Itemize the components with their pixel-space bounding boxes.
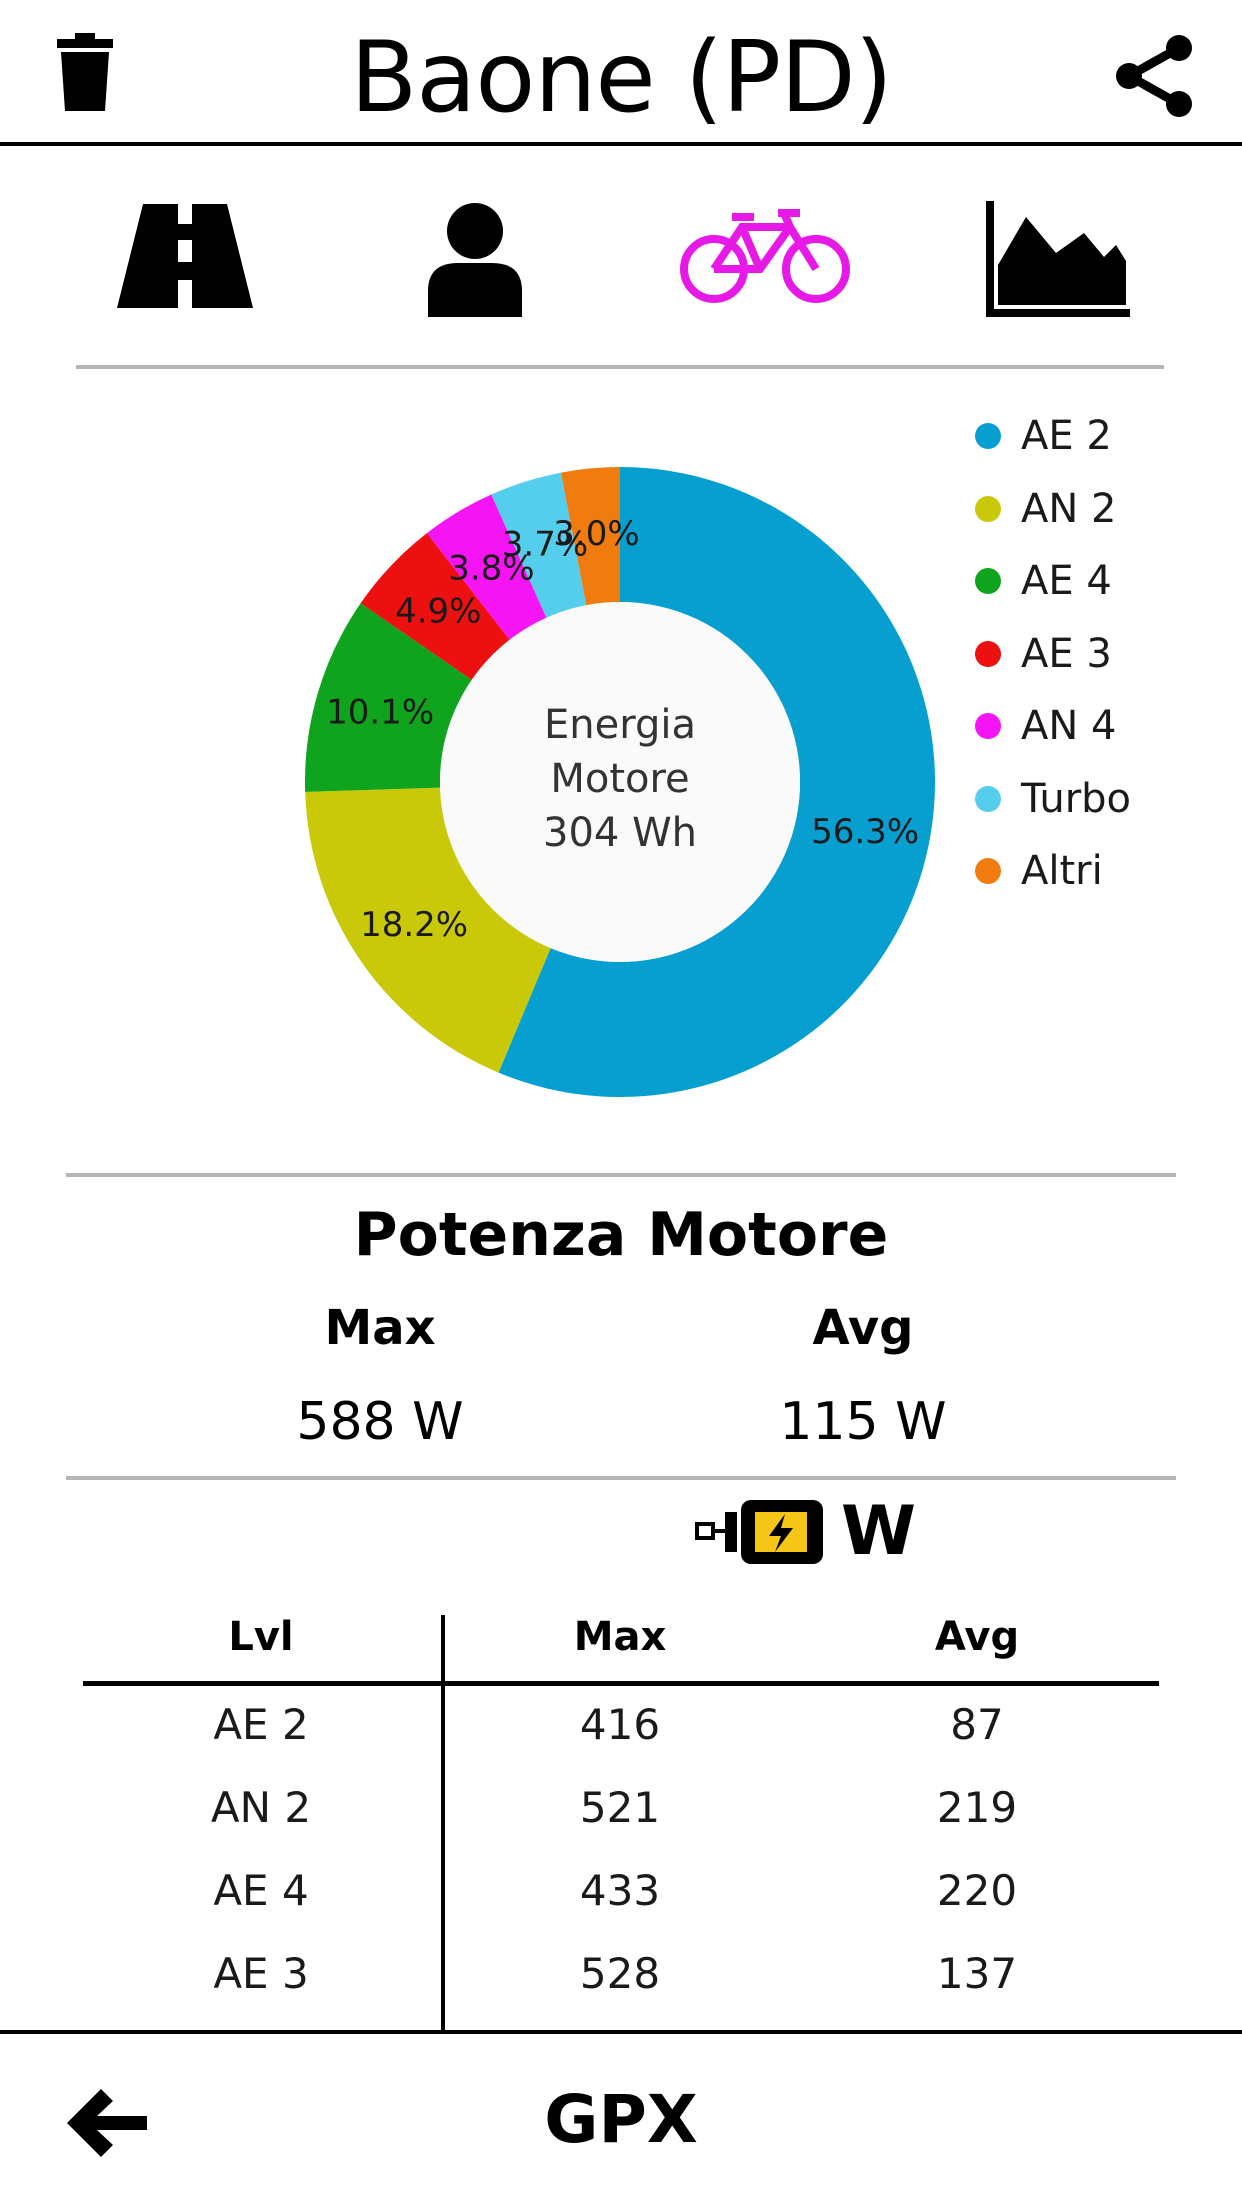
power-title: Potenza Motore [353,1200,889,1270]
delete-button[interactable] [50,28,120,118]
motor-battery-icon [695,1500,823,1564]
legend-label: AN 4 [1021,703,1117,750]
legend-item: Turbo [975,763,1131,836]
legend-label: AE 3 [1021,630,1112,677]
avg-power-value: 115 W [779,1392,947,1452]
legend-item: AN 2 [975,473,1131,546]
table-header-underline [83,1681,1159,1686]
tab-bike[interactable] [675,202,855,312]
trash-icon [57,33,113,111]
table-header-avg: Avg [934,1614,1020,1660]
legend-color-dot [975,640,1001,667]
legend-item: AE 3 [975,618,1131,691]
table-cell-lvl: AE 4 [213,1866,309,1915]
max-label: Max [324,1300,436,1356]
legend-item: AN 4 [975,690,1131,763]
page-title: Baone (PD) [350,21,893,135]
table-cell-avg: 137 [936,1949,1018,1998]
power-unit: W [841,1492,917,1571]
table-cell-max: 528 [579,1949,661,1998]
donut-slice-an-2 [305,787,551,1073]
table-column-divider [441,1615,445,2033]
donut-hole [440,602,800,962]
slice-percent-label: 10.1% [326,692,434,732]
legend-color-dot [975,568,1001,595]
slice-percent-label: 3.8% [448,549,534,589]
slice-percent-label: 56.3% [811,812,919,852]
slice-percent-label: 3.7% [502,525,588,565]
table-cell-avg: 219 [936,1783,1018,1832]
share-icon [1116,34,1192,117]
legend-label: AE 2 [1021,413,1112,460]
table-cell-avg: 220 [936,1866,1018,1915]
legend-item: AE 2 [975,400,1131,473]
legend-label: AE 4 [1021,558,1112,605]
tabs-divider [76,365,1164,369]
donut-slice-ae-2 [498,467,935,1097]
table-cell-avg: 87 [950,1700,1004,1749]
legend-color-dot [975,495,1001,522]
power-divider [66,1476,1176,1480]
donut-center-line-2: Motore [550,756,689,802]
share-button[interactable] [1105,28,1205,123]
tab-route[interactable] [110,198,260,318]
donut-slice-ae-4 [305,603,472,792]
table-cell-lvl: AE 2 [213,1700,309,1749]
tab-elevation[interactable] [975,198,1135,320]
donut-slice-turbo [491,472,587,618]
table-header-lvl: Lvl [228,1614,294,1660]
legend-label: Turbo [1021,775,1132,822]
legend-label: AN 2 [1021,485,1117,532]
table-header-max: Max [573,1614,667,1660]
back-button[interactable] [55,2080,155,2165]
max-power-value: 588 W [296,1392,464,1452]
energy-donut-chart: Energia Motore 304 Wh 56.3% 18.2% 10.1% 4.9… [305,467,935,1097]
legend-label: Altri [1021,848,1103,895]
legend-item: Altri [975,835,1131,908]
table-cell-lvl: AN 2 [210,1783,312,1832]
road-icon [117,204,253,308]
slice-percent-label: 4.9% [395,591,481,631]
donut-slice-ae-3 [360,533,510,680]
motor-unit-heading: W [695,1492,916,1572]
legend-color-dot [975,858,1001,885]
user-icon [428,202,522,317]
legend-item: AE 4 [975,545,1131,618]
avg-label: Avg [812,1300,914,1356]
table-cell-max: 521 [579,1783,661,1832]
area-chart-icon [986,201,1130,317]
header-divider [0,142,1242,146]
arrow-left-icon [67,2088,147,2157]
chart-legend: AE 2 AN 2 AE 4 AE 3 AN 4 Turbo Altri [975,400,1131,908]
table-cell-max: 433 [579,1866,661,1915]
donut-slice-an-4 [426,494,547,640]
donut-center-line-3: 304 Wh [543,810,697,856]
slice-percent-label: 18.2% [360,905,468,945]
table-cell-max: 416 [579,1700,661,1749]
footer-divider [0,2030,1242,2034]
chart-divider [66,1173,1176,1177]
legend-color-dot [975,713,1001,740]
legend-color-dot [975,785,1001,812]
tab-rider[interactable] [410,196,540,321]
table-cell-lvl: AE 3 [213,1949,309,1998]
donut-slice-altri [560,467,620,606]
bicycle-icon [680,209,850,303]
slice-percent-label: 3.0% [553,514,639,554]
gpx-button[interactable]: GPX [544,2081,698,2158]
legend-color-dot [975,423,1001,450]
donut-center-line-1: Energia [544,702,696,748]
